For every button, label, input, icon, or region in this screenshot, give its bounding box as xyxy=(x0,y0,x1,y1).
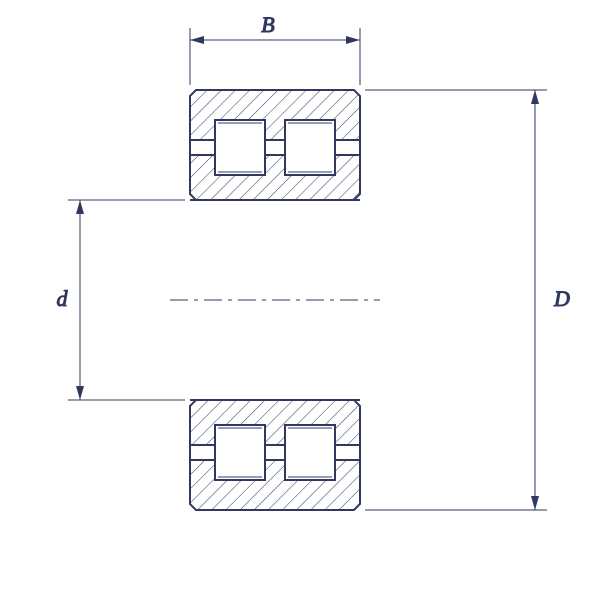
roller-lower-left xyxy=(215,425,265,480)
dimension-d xyxy=(68,200,185,400)
dimension-B xyxy=(190,28,360,85)
roller-upper-right xyxy=(285,120,335,175)
dimension-D xyxy=(365,90,547,510)
roller-upper-left xyxy=(215,120,265,175)
label-d: d xyxy=(57,286,69,311)
bearing-diagram: B d D xyxy=(0,0,600,600)
label-D: D xyxy=(553,286,570,311)
label-B: B xyxy=(261,12,274,37)
roller-lower-right xyxy=(285,425,335,480)
